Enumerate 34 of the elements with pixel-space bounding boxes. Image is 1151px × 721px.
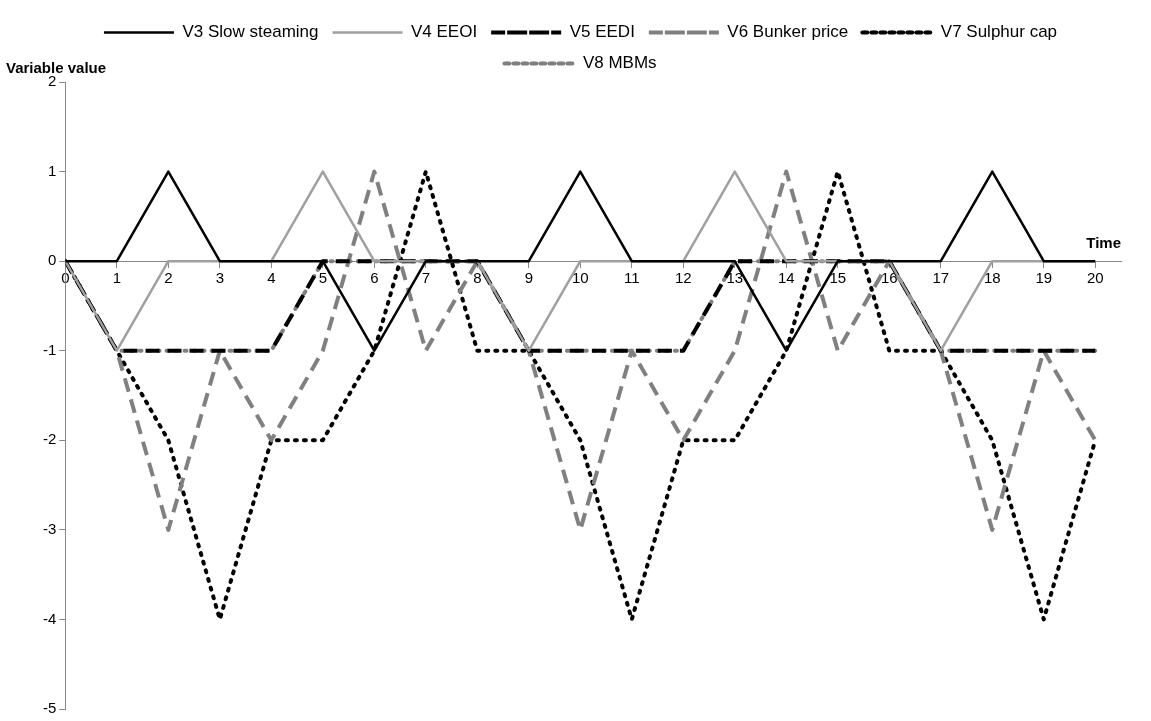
- x-tick-label: 1: [112, 269, 122, 287]
- x-tick-label: 20: [1086, 269, 1104, 287]
- legend-label: V8 MBMs: [582, 53, 657, 73]
- x-tick-label: 11: [624, 269, 640, 287]
- y-tick-label: -3: [42, 520, 57, 537]
- x-tick-label: 4: [267, 269, 276, 287]
- x-axis-title: Time: [1086, 233, 1121, 251]
- x-tick-label: 17: [932, 269, 950, 287]
- x-tick-label: 14: [777, 269, 795, 287]
- y-tick-label: -5: [42, 699, 57, 717]
- legend-label: V3 Slow steaming: [182, 22, 319, 42]
- y-tick-label: 1: [47, 161, 57, 179]
- x-tick-label: 19: [1035, 269, 1053, 287]
- y-tick-label: -1: [42, 340, 57, 358]
- legend-label: V6 Bunker price: [727, 22, 849, 42]
- y-tick-label: 0: [47, 251, 57, 269]
- x-tick-label: 9: [524, 269, 533, 287]
- x-tick-label: 3: [215, 269, 224, 287]
- y-tick-label: -4: [42, 609, 57, 627]
- x-tick-label: 12: [674, 269, 692, 287]
- x-tick-label: 13: [726, 269, 744, 287]
- x-tick-label: 2: [164, 269, 173, 287]
- x-tick-label: 5: [318, 269, 327, 287]
- x-tick-label: 15: [829, 269, 847, 287]
- x-tick-label: 6: [370, 269, 379, 287]
- x-tick-label: 16: [880, 269, 898, 287]
- x-tick-label: 10: [571, 269, 589, 287]
- y-tick-label: -2: [42, 430, 57, 448]
- x-tick-label: 18: [983, 269, 1001, 287]
- x-tick-label: 8: [473, 269, 482, 287]
- legend-label: V5 EEDI: [569, 22, 635, 42]
- x-tick-label: 7: [421, 269, 430, 287]
- legend-label: V7 Sulphur cap: [940, 22, 1058, 42]
- legend-label: V4 EEOI: [411, 22, 478, 42]
